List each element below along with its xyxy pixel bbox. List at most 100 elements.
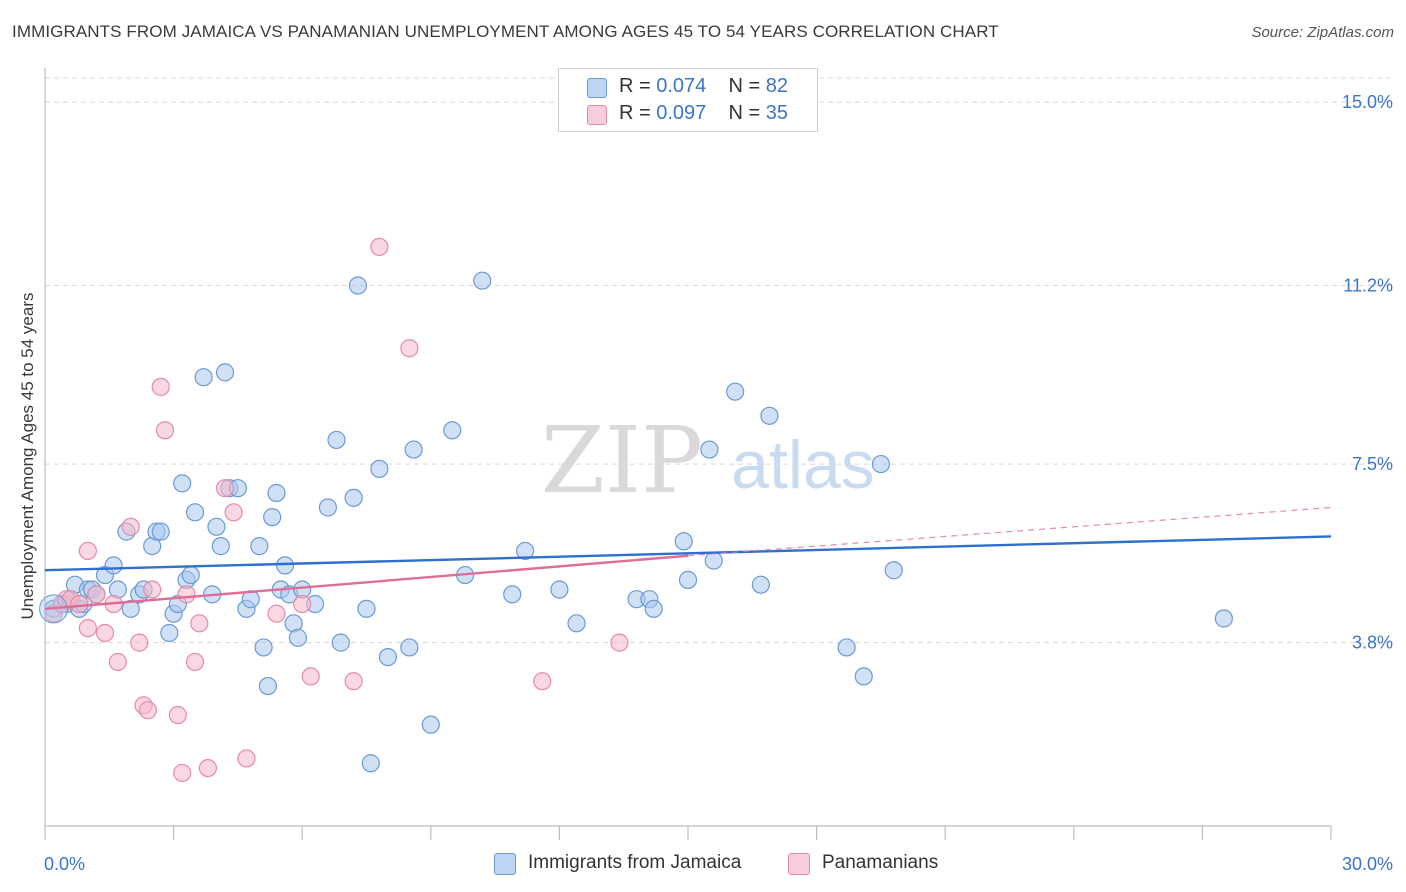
panamanian-point (370, 237, 389, 257)
jamaica-point (378, 647, 398, 667)
panamanian-point (301, 667, 320, 686)
jamaica-point (275, 556, 295, 575)
legend-n-label: N = (728, 102, 766, 124)
jamaica-point (250, 537, 269, 556)
jamaica-point (443, 421, 462, 440)
panamanian-point (215, 479, 235, 498)
panamanian-point (138, 701, 157, 720)
tick-labels: 3.8% 7.5% 11.2% 15.0% 0.0% 30.0% (44, 92, 1393, 874)
panamanian-point (70, 594, 89, 614)
panamanian-point (198, 758, 217, 778)
panamanian-point (155, 421, 175, 440)
panamanian-point (224, 503, 243, 522)
jamaica-point (181, 565, 200, 585)
panamanian-point (108, 652, 127, 672)
axes (44, 68, 1332, 840)
jamaica-point (288, 628, 308, 647)
y-tick-label: 3.8% (1352, 633, 1393, 653)
source-label: Source: ZipAtlas.com (1251, 24, 1394, 41)
jamaica-point (185, 503, 205, 522)
legend-r-label: R = (619, 75, 657, 97)
jamaica-point (473, 271, 492, 290)
panamanian-point (177, 585, 196, 604)
y-tick-label: 11.2% (1343, 276, 1393, 296)
jamaica-point (254, 638, 273, 657)
jamaica-point (327, 430, 346, 450)
jamaica-point (1214, 609, 1233, 628)
jamaica-point (215, 363, 235, 382)
jamaica-point (726, 382, 745, 401)
jamaica-point (357, 599, 376, 618)
panamanian-point (293, 594, 312, 614)
panamanian-point (267, 604, 286, 623)
panamanian-point (78, 619, 97, 638)
legend-swatch-pink (587, 105, 607, 125)
jamaica-point (318, 498, 338, 517)
panamanian-point (185, 652, 205, 672)
jamaica-point (211, 537, 230, 556)
jamaica-point (344, 488, 363, 507)
jamaica-point (348, 276, 368, 295)
jamaica-point (567, 614, 586, 633)
jamaica-point (678, 570, 698, 589)
jamaica-point (700, 440, 719, 459)
panamanian-trend-line (44, 554, 689, 611)
jamaica-point (263, 508, 282, 527)
jamaica-point (644, 599, 663, 618)
legend-r-label: R = (619, 102, 657, 124)
chart-title: IMMIGRANTS FROM JAMAICA VS PANAMANIAN UN… (12, 22, 999, 41)
panamanian-point (121, 517, 140, 536)
jamaica-point (751, 575, 770, 594)
panamanian-point (168, 705, 187, 725)
legend-swatch-blue (587, 78, 607, 98)
bottom-legend-label: Panamanians (822, 852, 939, 873)
legend-n-value: 35 (765, 102, 789, 124)
panamanian-point (143, 580, 162, 599)
panamanian-point (190, 614, 209, 633)
watermark-atlas: atlas (731, 427, 875, 503)
stats-legend: R = 0.074 N = 82 R = 0.097 N = 35 (558, 68, 818, 132)
watermark-zip: ZIP (541, 407, 703, 514)
panamanian-point (130, 633, 149, 652)
jamaica-point (151, 522, 170, 541)
legend-n-value: 82 (765, 75, 789, 97)
jamaica-point (503, 585, 522, 604)
panamanian-point (95, 623, 115, 643)
x-tick-label: 0.0% (44, 854, 85, 874)
jamaica-trend-line (44, 535, 1332, 572)
bottom-legend-swatch-pink (788, 853, 810, 875)
jamaica-point (194, 368, 213, 387)
panamanian-point (610, 633, 629, 652)
legend-r-value: 0.074 (656, 75, 707, 97)
panamanian-point (400, 339, 419, 358)
jamaica-point (370, 459, 389, 478)
bottom-legend-swatch-blue (494, 853, 516, 875)
panamanian-point (237, 749, 256, 768)
jamaica-point (160, 623, 179, 643)
jamaica-point (871, 454, 891, 474)
y-axis-label: Unemployment Among Ages 45 to 54 years (18, 292, 37, 620)
jamaica-point (331, 633, 350, 652)
legend-r-value: 0.097 (656, 102, 707, 124)
panamanian-trend-extension (687, 506, 1332, 557)
jamaica-point (173, 474, 192, 493)
jamaica-point (884, 561, 903, 580)
y-tick-label: 15.0% (1342, 92, 1393, 112)
jamaica-point (361, 754, 380, 773)
x-tick-label: 30.0% (1342, 854, 1393, 874)
grid-lines (45, 77, 1390, 644)
panamanian-point (344, 672, 363, 691)
jamaica-point (400, 638, 419, 657)
jamaica-point (854, 667, 873, 686)
y-tick-label: 7.5% (1352, 454, 1393, 474)
jamaica-point (404, 440, 423, 459)
jamaica-point (267, 483, 286, 503)
jamaica-point (760, 406, 779, 425)
bottom-legend-label: Immigrants from Jamaica (528, 852, 742, 873)
watermark: ZIP atlas (541, 407, 875, 514)
jamaica-point (704, 551, 723, 570)
jamaica-point (550, 580, 569, 599)
jamaica-point (674, 532, 693, 551)
jamaica-point (258, 676, 278, 696)
